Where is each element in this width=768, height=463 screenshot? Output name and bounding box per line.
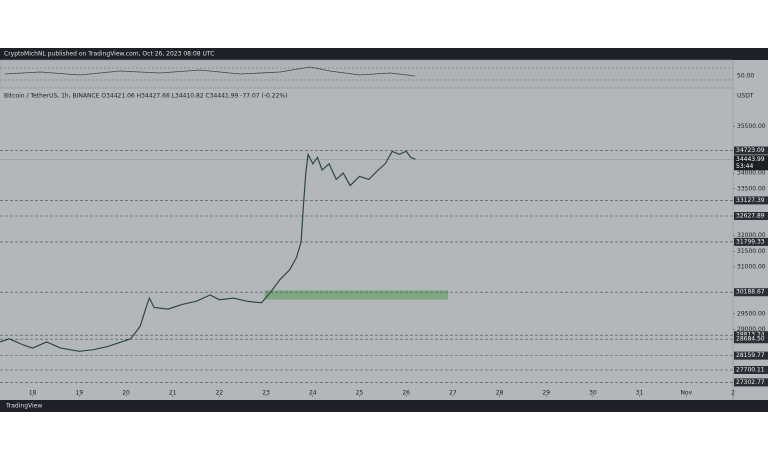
chart-title: CryptoMichNL published on TradingView.co… <box>4 51 214 58</box>
last-price-label: 34443.99 <box>736 156 765 163</box>
level-label-box <box>734 351 768 360</box>
x-tick-label: 21 <box>169 390 177 397</box>
level-label: 30188.67 <box>736 289 765 296</box>
level-label: 28159.77 <box>736 352 765 359</box>
x-tick-label: 27 <box>449 390 457 397</box>
level-label: 34723.09 <box>736 147 765 154</box>
price-line <box>0 150 416 352</box>
plot-background <box>0 60 768 400</box>
level-label: 27302.77 <box>736 379 765 386</box>
level-label-box <box>734 212 768 221</box>
rsi-label: 50.00 <box>737 73 754 80</box>
x-tick-label: 25 <box>356 390 364 397</box>
level-label: 33127.39 <box>736 197 765 204</box>
unit-label: USDT <box>737 93 754 100</box>
y-tick-label: 32000.00 <box>737 232 766 239</box>
support-zone <box>264 290 449 300</box>
level-label-box <box>734 331 768 340</box>
last-price-box <box>734 155 768 171</box>
level-label: 28813.24 <box>736 332 765 339</box>
level-label: 31799.33 <box>736 238 765 245</box>
rsi-line <box>4 66 416 77</box>
x-tick-label: 28 <box>496 390 504 397</box>
x-tick-label: 24 <box>309 390 317 397</box>
y-tick-label: 29000.00 <box>737 326 766 333</box>
y-tick-label: 31000.00 <box>737 263 766 270</box>
countdown-label: 53:44 <box>736 163 753 170</box>
level-label-box <box>734 146 768 155</box>
x-tick-label: 20 <box>122 390 130 397</box>
level-label-box <box>734 288 768 297</box>
y-tick-label: 29500.00 <box>737 310 766 317</box>
y-tick-label: 31500.00 <box>737 248 766 255</box>
x-tick-label: 22 <box>216 390 224 397</box>
y-tick-label: 35500.00 <box>737 123 766 130</box>
level-label: 27700.11 <box>736 366 765 373</box>
x-tick-label: 2 <box>731 390 735 397</box>
x-tick-label: 31 <box>636 390 644 397</box>
x-tick-label: 26 <box>402 390 410 397</box>
y-tick-label: 34000.00 <box>737 170 766 177</box>
x-tick-label: 23 <box>262 390 270 397</box>
rsi-pane <box>0 59 734 89</box>
level-label: 28684.50 <box>736 336 765 343</box>
level-label-box <box>734 365 768 374</box>
level-label-box <box>734 237 768 246</box>
x-tick-label: 19 <box>76 390 84 397</box>
y-tick-label: 33500.00 <box>737 185 766 192</box>
level-label-box <box>734 335 768 344</box>
level-label-box <box>734 196 768 205</box>
chart-subtitle: Bitcoin / TetherUS, 1h, BINANCE O34421.0… <box>4 93 287 100</box>
x-tick-label: 29 <box>542 390 550 397</box>
x-tick-label: Nov <box>680 390 692 397</box>
level-label: 32627.89 <box>736 213 765 220</box>
footer-brand: TradingView <box>5 403 42 410</box>
level-label-box <box>734 378 768 387</box>
x-tick-label: 30 <box>589 390 597 397</box>
x-tick-label: 18 <box>29 390 37 397</box>
